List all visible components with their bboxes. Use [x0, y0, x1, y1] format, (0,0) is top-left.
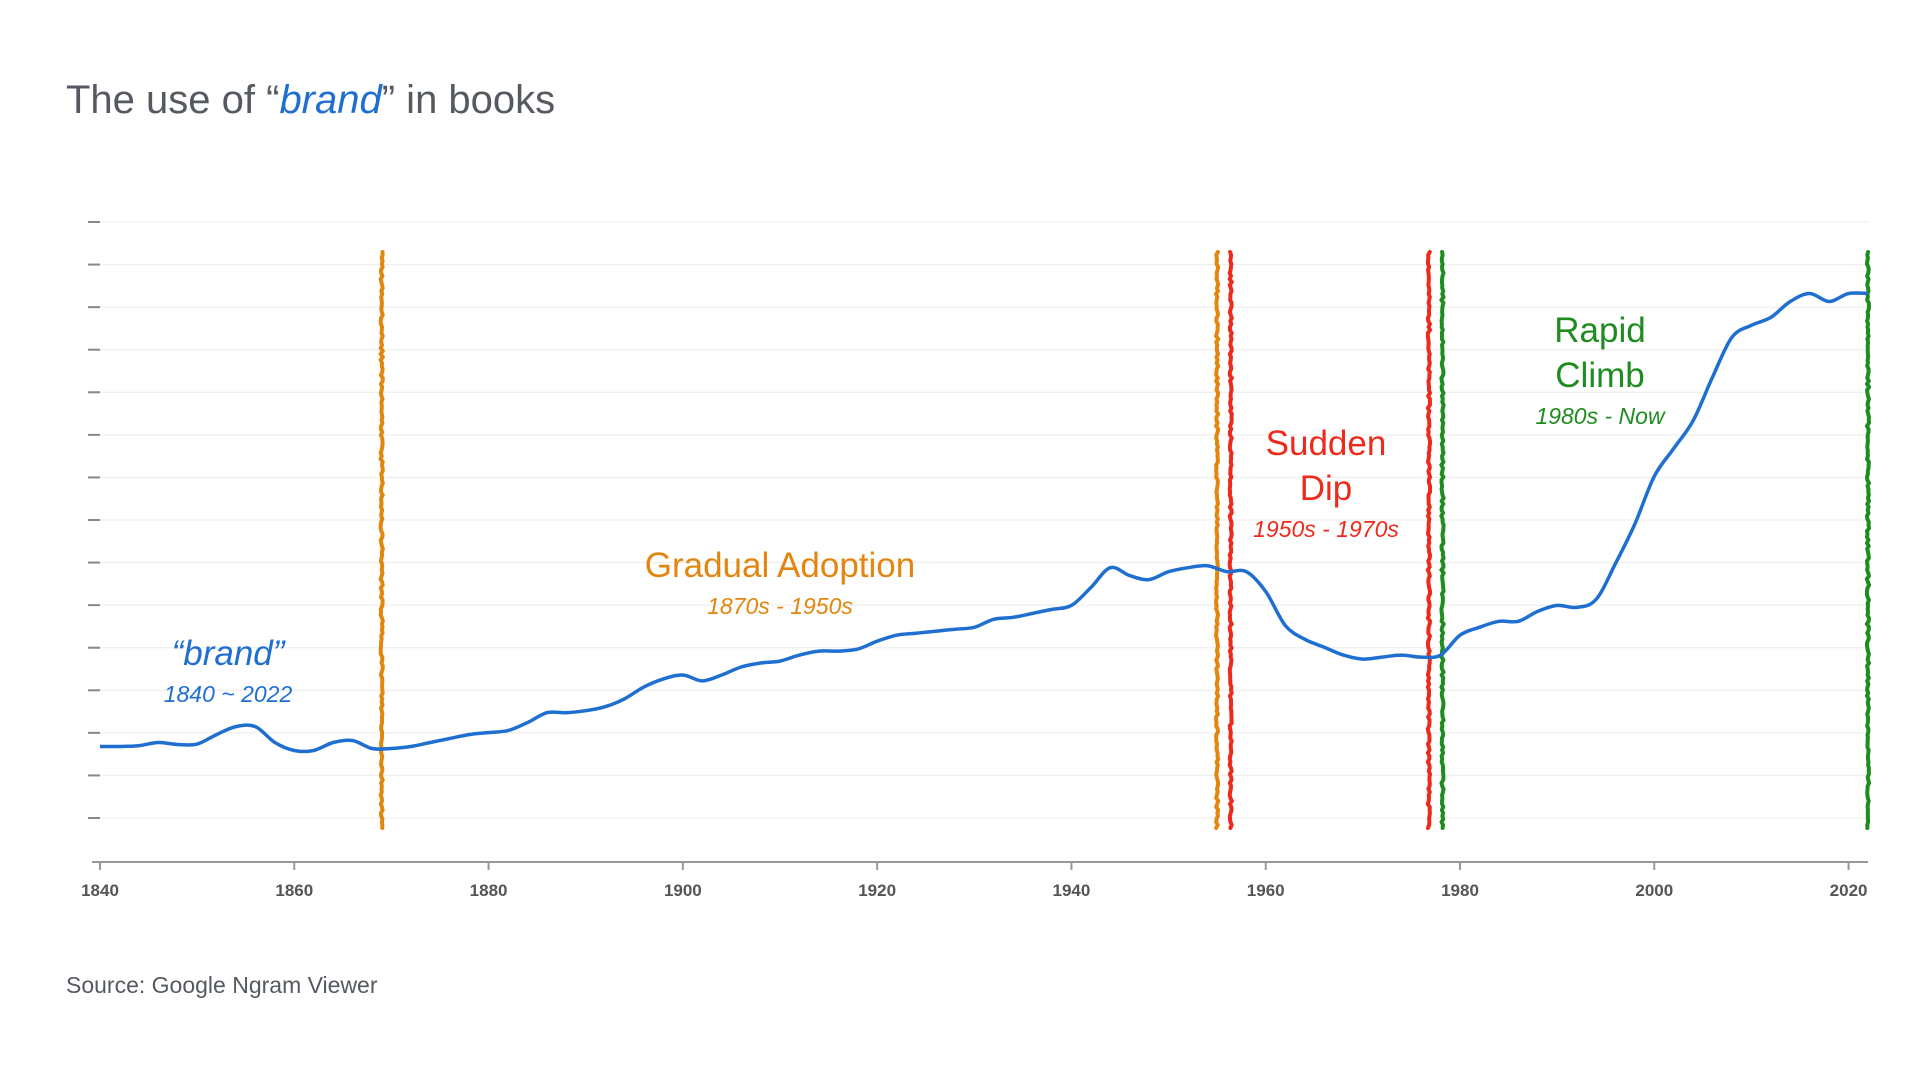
x-tick-label: 1960	[1247, 881, 1285, 900]
annotation-gradual-range: 1870s - 1950s	[707, 593, 853, 619]
source-note: Source: Google Ngram Viewer	[66, 972, 378, 998]
period-marker-line	[1864, 250, 1872, 830]
annotation-dip-label: Dip	[1300, 469, 1353, 508]
x-tick-label: 1860	[275, 881, 313, 900]
annotation-dip-label: Sudden	[1266, 424, 1387, 463]
annotation-climb-label: Climb	[1555, 356, 1644, 395]
annotation-climb-label: Rapid	[1554, 311, 1645, 350]
title-prefix: The use of “	[66, 78, 280, 122]
x-tick-label: 1940	[1053, 881, 1091, 900]
annotation-dip-range: 1950s - 1970s	[1253, 516, 1399, 542]
series-line-brand	[99, 291, 1869, 754]
annotation-climb-range: 1980s - Now	[1535, 403, 1666, 429]
period-marker-line	[1213, 250, 1221, 830]
x-tick-label: 1840	[81, 881, 119, 900]
title-suffix: ” in books	[381, 78, 556, 122]
x-tick-label: 2020	[1830, 881, 1868, 900]
x-tick-label: 2000	[1635, 881, 1673, 900]
annotation-brand-range: 1840 ~ 2022	[164, 681, 293, 707]
annotation-gradual-label: Gradual Adoption	[645, 546, 915, 585]
period-marker-line	[1227, 250, 1235, 830]
x-tick-label: 1920	[858, 881, 896, 900]
x-tick-label: 1980	[1441, 881, 1479, 900]
period-marker-line	[1425, 250, 1433, 830]
period-marker-line	[378, 250, 386, 830]
title-keyword: brand	[279, 78, 382, 122]
x-tick-label: 1880	[470, 881, 508, 900]
chart-title: The use of “brand” in books	[66, 78, 555, 123]
x-tick-label: 1900	[664, 881, 702, 900]
period-marker-line	[1439, 250, 1446, 830]
annotation-brand-label: “brand”	[172, 634, 286, 673]
